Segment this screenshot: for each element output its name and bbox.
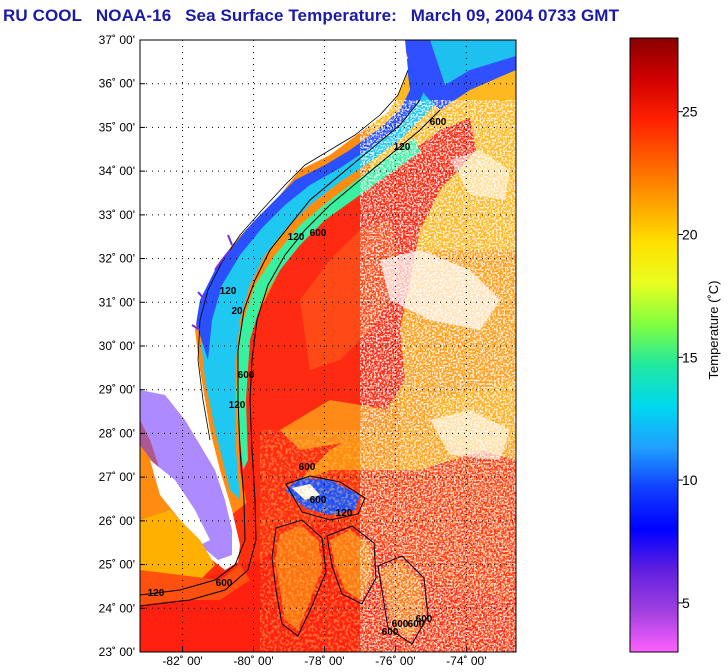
- lon-label: -82˚ 00': [162, 654, 202, 668]
- isobath-label: 600: [299, 462, 316, 473]
- title-product: Sea Surface Temperature:: [185, 6, 397, 25]
- colorbar-tick-label: 25: [682, 104, 698, 120]
- lat-label: 33˚ 00': [99, 208, 135, 222]
- lat-label: 27˚ 00': [99, 470, 135, 484]
- haze-speckle: [260, 430, 516, 652]
- isobath-label: 600: [408, 619, 425, 630]
- lat-label: 25˚ 00': [99, 558, 135, 572]
- florida-bay-waters: [140, 510, 215, 590]
- isobath-label: 600: [310, 495, 327, 506]
- continental-shelf-water: [200, 92, 440, 500]
- cloud-patch-2: [430, 410, 510, 460]
- sst-map: [140, 40, 516, 652]
- isobath-label: 600: [416, 614, 433, 625]
- isobath-label: 120: [288, 232, 305, 243]
- map-title: RU COOL NOAA-16 Sea Surface Temperature:…: [3, 6, 628, 26]
- keys-waters: [140, 565, 250, 605]
- colorbar-axis: 25 20 15 10 5: [678, 104, 698, 611]
- title-datetime: March 09, 2004 0733 GMT: [410, 6, 620, 25]
- lat-label: 26˚ 00': [99, 514, 135, 528]
- lat-label: 29˚ 00': [99, 383, 135, 397]
- colorbar-tick-label: 5: [682, 595, 690, 611]
- colorbar-tick-label: 10: [682, 472, 698, 488]
- isobath-label: 600: [382, 627, 399, 638]
- isobath-label: 600: [310, 228, 327, 239]
- lat-label: 36˚ 00': [99, 77, 135, 91]
- isobath-label: 600: [238, 370, 255, 381]
- lat-label: 31˚ 00': [99, 295, 135, 309]
- exuma-contour: [326, 525, 377, 605]
- shelf-edge-green: [236, 138, 420, 470]
- lat-label: 30˚ 00': [99, 339, 135, 353]
- colorbar-title: Temperature (˚C): [706, 281, 721, 380]
- lat-label: 32˚ 00': [99, 252, 135, 266]
- isobath-label: 20: [231, 306, 243, 317]
- isobath-label: 120: [148, 588, 165, 599]
- isobath-label: 600: [392, 619, 409, 630]
- isobath-label: 120: [220, 286, 237, 297]
- colorbar: [629, 37, 679, 653]
- cloud-patch-1: [380, 250, 500, 330]
- lat-label: 34˚ 00': [99, 164, 135, 178]
- lon-label: -74˚ 00': [446, 654, 486, 668]
- isobath-600: [140, 109, 441, 607]
- lat-label: 24˚ 00': [99, 601, 135, 615]
- colorbar-tick-label: 15: [682, 349, 698, 365]
- great-bahama-contour: [271, 519, 327, 637]
- title-satellite: NOAA-16: [95, 6, 172, 25]
- lon-label: -76˚ 00': [375, 654, 415, 668]
- northern-shelf-water: [430, 40, 516, 85]
- lat-label: 35˚ 00': [99, 120, 135, 134]
- lat-label: 23˚ 00': [99, 645, 135, 659]
- lat-label: 37˚ 00': [99, 33, 135, 47]
- isobath-label: 600: [430, 117, 447, 128]
- lon-label: -80˚ 00': [233, 654, 273, 668]
- isobath-label: 120: [394, 142, 411, 153]
- florida-cold-coastal: [140, 390, 232, 560]
- isobath-label: 120: [336, 508, 353, 519]
- title-org: RU COOL: [3, 6, 83, 25]
- isobath-labels: 6001206001201206002012060060012060012060…: [148, 117, 447, 638]
- coastal-inlets: [191, 234, 233, 331]
- lon-label: -78˚ 00': [304, 654, 344, 668]
- southern-bank-contour: [377, 555, 429, 645]
- graticule: [140, 40, 516, 652]
- isobath-label: 120: [229, 400, 246, 411]
- lat-label: 28˚ 00': [99, 426, 135, 440]
- land-southeast-us: [140, 40, 408, 570]
- colorbar-tick-label: 20: [682, 226, 698, 242]
- isobath-label: 600: [216, 578, 233, 589]
- florida-interior: [150, 460, 210, 545]
- map-axes: 37˚ 00' 36˚ 00' 35˚ 00' 34˚ 00' 33˚ 00' 32˚ 0…: [99, 33, 487, 668]
- cloud-patch-3: [450, 150, 510, 200]
- isobath-20: [197, 69, 409, 441]
